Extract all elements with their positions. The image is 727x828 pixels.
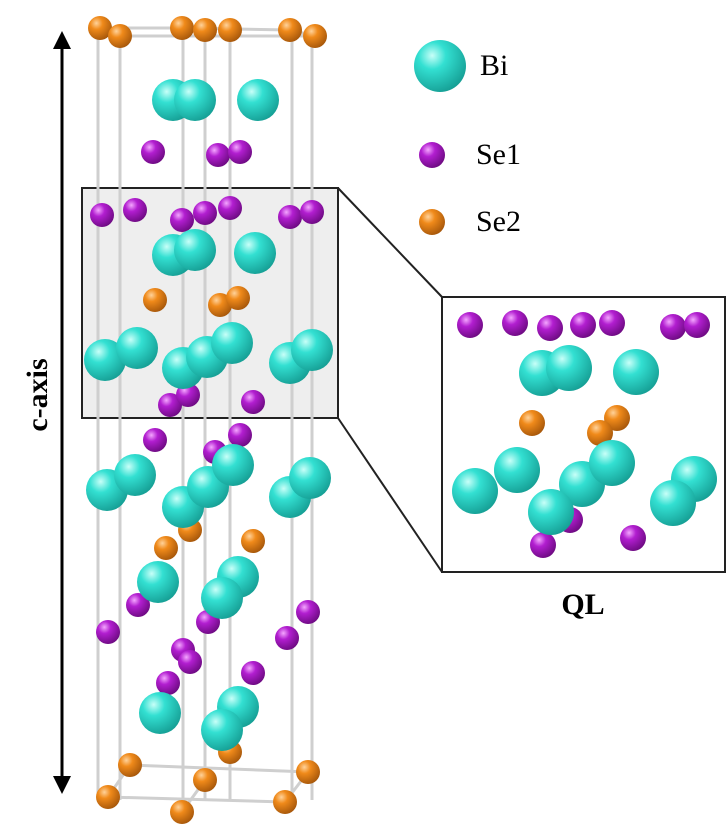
bi-atom [494, 447, 540, 493]
se1-atom [96, 620, 120, 644]
se2-atom [170, 16, 194, 40]
inset-atoms [452, 310, 717, 558]
se1-atom [158, 393, 182, 417]
se1-atom [570, 312, 596, 338]
se1-atom [143, 428, 167, 452]
se2-atom [88, 16, 112, 40]
inset-box [441, 296, 726, 573]
se1-atom [275, 626, 299, 650]
se2-atom [193, 768, 217, 792]
se1-atom [170, 208, 194, 232]
se2-atom [96, 785, 120, 809]
bi-atom [291, 329, 333, 371]
bi-atom [139, 692, 181, 734]
se1-atom [599, 310, 625, 336]
bi-atom [237, 79, 279, 121]
se1-atom [193, 201, 217, 225]
bi-atom [201, 709, 243, 751]
bi-atom [84, 339, 126, 381]
se2-atom [604, 405, 630, 431]
se1-atom [241, 390, 265, 414]
se1-atom [176, 383, 200, 407]
zoom-line [337, 187, 443, 298]
bi-atom [650, 480, 696, 526]
se1-atom [228, 423, 252, 447]
se1-atom [178, 650, 202, 674]
legend-label: Se2 [476, 205, 521, 238]
legend-swatch [419, 142, 445, 168]
se1-atom [660, 314, 686, 340]
cell-edge [129, 763, 309, 774]
se1-atom [457, 312, 483, 338]
cell-edge [107, 795, 286, 804]
se1-atom [123, 198, 147, 222]
se2-atom [218, 18, 242, 42]
bi-atom [546, 345, 592, 391]
se2-atom [296, 760, 320, 784]
bi-atom [114, 454, 156, 496]
se1-atom [300, 200, 324, 224]
legend-label: Se1 [476, 138, 521, 171]
se2-atom [170, 800, 194, 824]
se2-atom [226, 286, 250, 310]
se1-atom [278, 205, 302, 229]
se2-atom [303, 24, 327, 48]
se2-atom [273, 790, 297, 814]
bi-atom [234, 232, 276, 274]
bi-atom [212, 444, 254, 486]
se2-atom [143, 288, 167, 312]
se1-atom [156, 671, 180, 695]
unit-cell [81, 26, 339, 813]
se2-atom [154, 536, 178, 560]
bi-atom [116, 327, 158, 369]
inset-label: QL [561, 588, 604, 621]
bi-atom [613, 349, 659, 395]
se2-atom [519, 410, 545, 436]
se1-atom [228, 140, 252, 164]
se1-atom [241, 661, 265, 685]
se2-atom [108, 24, 132, 48]
se1-atom [502, 310, 528, 336]
se2-atom [241, 529, 265, 553]
legend-swatch [414, 40, 466, 92]
bi-atom [589, 440, 635, 486]
bi-atom [211, 322, 253, 364]
se1-atom [296, 600, 320, 624]
se1-atom [141, 140, 165, 164]
se2-atom [118, 753, 142, 777]
bi-atom [289, 457, 331, 499]
se2-atom [193, 18, 217, 42]
se1-atom [684, 312, 710, 338]
bi-atom [452, 468, 498, 514]
se1-atom [126, 593, 150, 617]
se2-atom [208, 293, 232, 317]
atoms [84, 16, 333, 824]
legend-label: Bi [480, 49, 508, 82]
se1-atom [620, 525, 646, 551]
se2-atom [587, 420, 613, 446]
se1-atom [90, 203, 114, 227]
zoom-line [337, 417, 443, 573]
bi-atom [174, 79, 216, 121]
bi-atom [201, 577, 243, 619]
se1-atom [206, 143, 230, 167]
bi-atom [528, 489, 574, 535]
bi-atom [174, 229, 216, 271]
se1-atom [218, 196, 242, 220]
legend-swatch [419, 209, 445, 235]
bi-atom [137, 561, 179, 603]
axis-label: c-axis [21, 358, 54, 431]
se1-atom [530, 532, 556, 558]
se2-atom [278, 18, 302, 42]
se1-atom [537, 315, 563, 341]
